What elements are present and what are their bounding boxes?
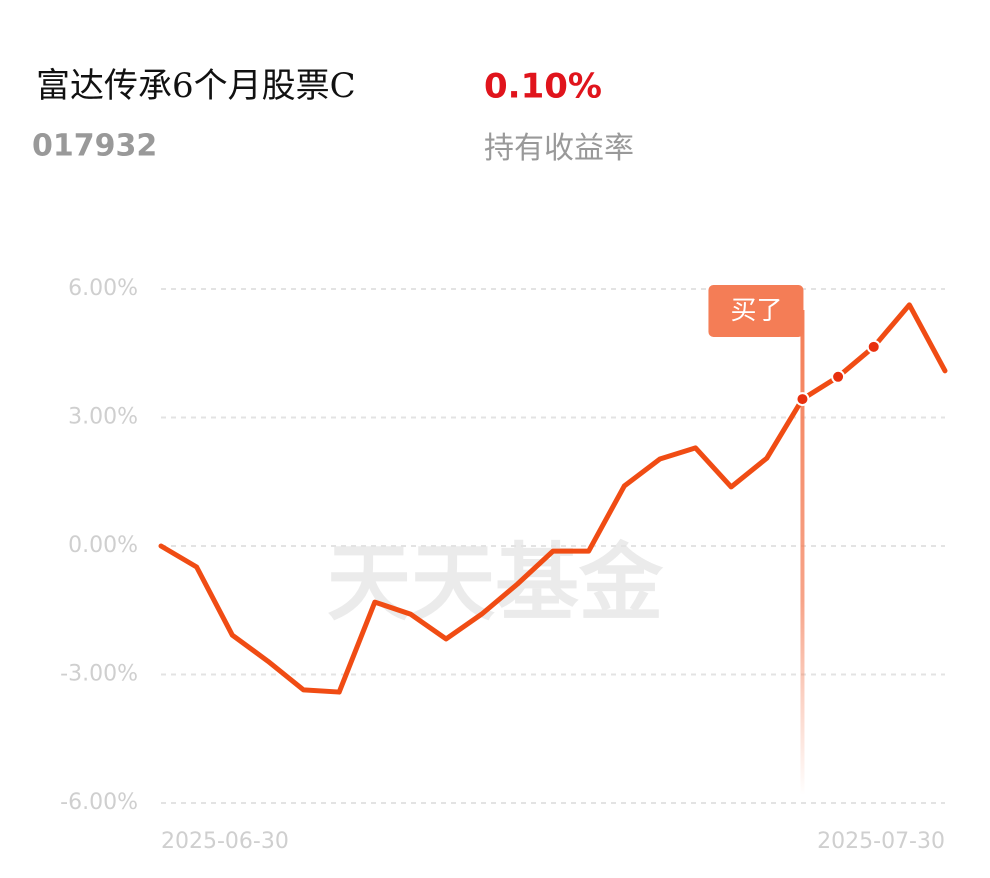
y-tick-label: 0.00%	[68, 533, 138, 558]
line	[158, 302, 948, 695]
fund-code: 017932	[32, 129, 157, 164]
plot-area: 6.00% 3.00% 0.00% -3.00% -6.00% 2025-06-30 202…	[60, 276, 948, 854]
watermark: 天天基金	[327, 533, 664, 632]
buy-tag-label: 买了	[730, 296, 782, 326]
buy-dot	[831, 369, 846, 384]
return-value: 0.10%	[484, 67, 602, 107]
y-tick-label: 6.00%	[68, 276, 138, 301]
buy-line	[800, 310, 805, 795]
buy-tag	[708, 285, 804, 337]
fund-name: 富达传承6个月股票C	[36, 66, 356, 106]
return-label: 持有收益率	[484, 131, 634, 166]
buy-dot	[866, 339, 881, 354]
x-tick-label: 2025-06-30	[161, 829, 289, 854]
buy-dot	[795, 392, 810, 407]
x-tick-label: 2025-07-30	[817, 829, 945, 854]
y-tick-label: -6.00%	[60, 790, 138, 815]
y-tick-label: -3.00%	[60, 662, 138, 687]
y-tick-label: 3.00%	[68, 405, 138, 430]
